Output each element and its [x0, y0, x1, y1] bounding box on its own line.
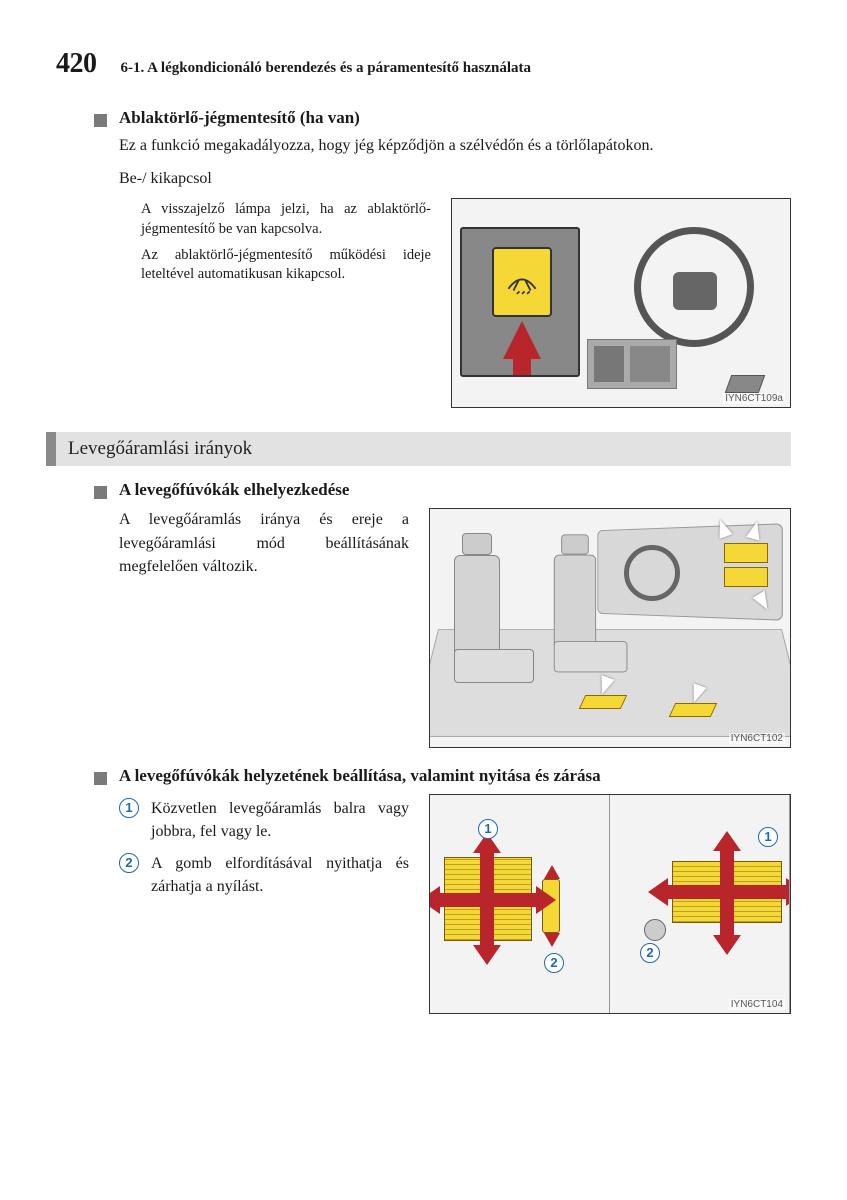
subsection-deicer: Ablaktörlő-jégmentesítő (ha van): [56, 108, 791, 128]
chapter-label: 6-1. A légkondicionáló berendezés és a p…: [121, 60, 532, 77]
bullet-square-icon: [94, 114, 107, 127]
red-arrow-icon: [544, 865, 560, 879]
red-arrow-icon: [544, 933, 560, 947]
section-title: Levegőáramlási irányok: [56, 432, 791, 466]
callout-2: 2: [544, 953, 564, 973]
text-column: 1 Közvetlen levegőáramlás balra vagy job…: [119, 794, 409, 1014]
wiper-icon: [505, 265, 539, 299]
subsection-vent-location: A levegőfúvókák elhelyezkedése: [56, 480, 791, 500]
body-text: Az ablaktörlő-jégmentesítő működési idej…: [141, 246, 431, 285]
red-arrow-icon: [536, 886, 556, 914]
text-column: A visszajelző lámpa jelzi, ha az ablaktö…: [141, 198, 431, 408]
toggle-label: Be-/ kikapcsol: [119, 167, 791, 190]
body-text: Ez a funkció megakadályozza, hogy jég ké…: [119, 134, 791, 157]
figure-vent-locations: IYN6CT102: [429, 508, 791, 748]
bullet-square-icon: [94, 772, 107, 785]
figure-code: IYN6CT109a: [723, 393, 785, 404]
callout-1: 1: [478, 819, 498, 839]
red-arrow-icon: [713, 935, 741, 955]
step-number-1-icon: 1: [119, 798, 139, 818]
steering-wheel-icon: [634, 227, 754, 347]
deicer-button-icon: [492, 247, 552, 317]
subsection-title: A levegőfúvókák elhelyezkedése: [119, 480, 349, 500]
page-header: 420 6-1. A légkondicionáló berendezés és…: [56, 48, 791, 80]
dashboard-illustration: [587, 209, 782, 397]
body-text: A levegőáramlás iránya és ereje a levegő…: [119, 508, 409, 578]
steering-wheel-icon: [624, 545, 680, 601]
list-item: 2 A gomb elfordításával nyithatja és zár…: [119, 853, 409, 898]
callout-2: 2: [640, 943, 660, 963]
subsection-title: A levegőfúvókák helyzetének beállítása, …: [119, 766, 601, 786]
step-number-2-icon: 2: [119, 853, 139, 873]
list-item: 1 Közvetlen levegőáramlás balra vagy job…: [119, 798, 409, 843]
figure-left-pane: 1 2: [430, 795, 610, 1013]
subsection-vent-adjust: A levegőfúvókák helyzetének beállítása, …: [56, 766, 791, 786]
vent-highlight-icon: [669, 703, 718, 717]
red-up-arrow-icon: [503, 321, 541, 359]
red-arrow-icon: [713, 831, 741, 851]
vent-highlight-icon: [579, 695, 628, 709]
figure-deicer-button: IYN6CT109a: [451, 198, 791, 408]
callout-1: 1: [758, 827, 778, 847]
seat-icon: [454, 555, 549, 695]
vent-highlight-icon: [724, 567, 768, 587]
red-arrow-icon: [473, 945, 501, 965]
list-text: A gomb elfordításával nyithatja és zárha…: [151, 853, 409, 898]
text-column: A levegőáramlás iránya és ereje a levegő…: [119, 508, 409, 748]
figure-code: IYN6CT102: [729, 733, 785, 744]
red-arrow-icon: [430, 886, 440, 914]
subsection-title: Ablaktörlő-jégmentesítő (ha van): [119, 108, 360, 128]
vent-highlight-icon: [724, 543, 768, 563]
page-number: 420: [56, 48, 97, 80]
body-text: A visszajelző lámpa jelzi, ha az ablaktö…: [141, 200, 431, 239]
list-text: Közvetlen levegőáramlás balra vagy jobbr…: [151, 798, 409, 843]
figure-right-pane: 1 2: [610, 795, 790, 1013]
red-arrow-icon: [786, 878, 790, 906]
section-heading-bar: Levegőáramlási irányok: [46, 432, 791, 466]
vent-knob-icon: [644, 919, 666, 941]
red-arrow-icon: [648, 878, 668, 906]
button-panel: [460, 227, 580, 377]
figure-code: IYN6CT104: [729, 999, 785, 1010]
bullet-square-icon: [94, 486, 107, 499]
figure-vent-adjust: 1 2 1 2 IYN6CT104: [429, 794, 791, 1014]
